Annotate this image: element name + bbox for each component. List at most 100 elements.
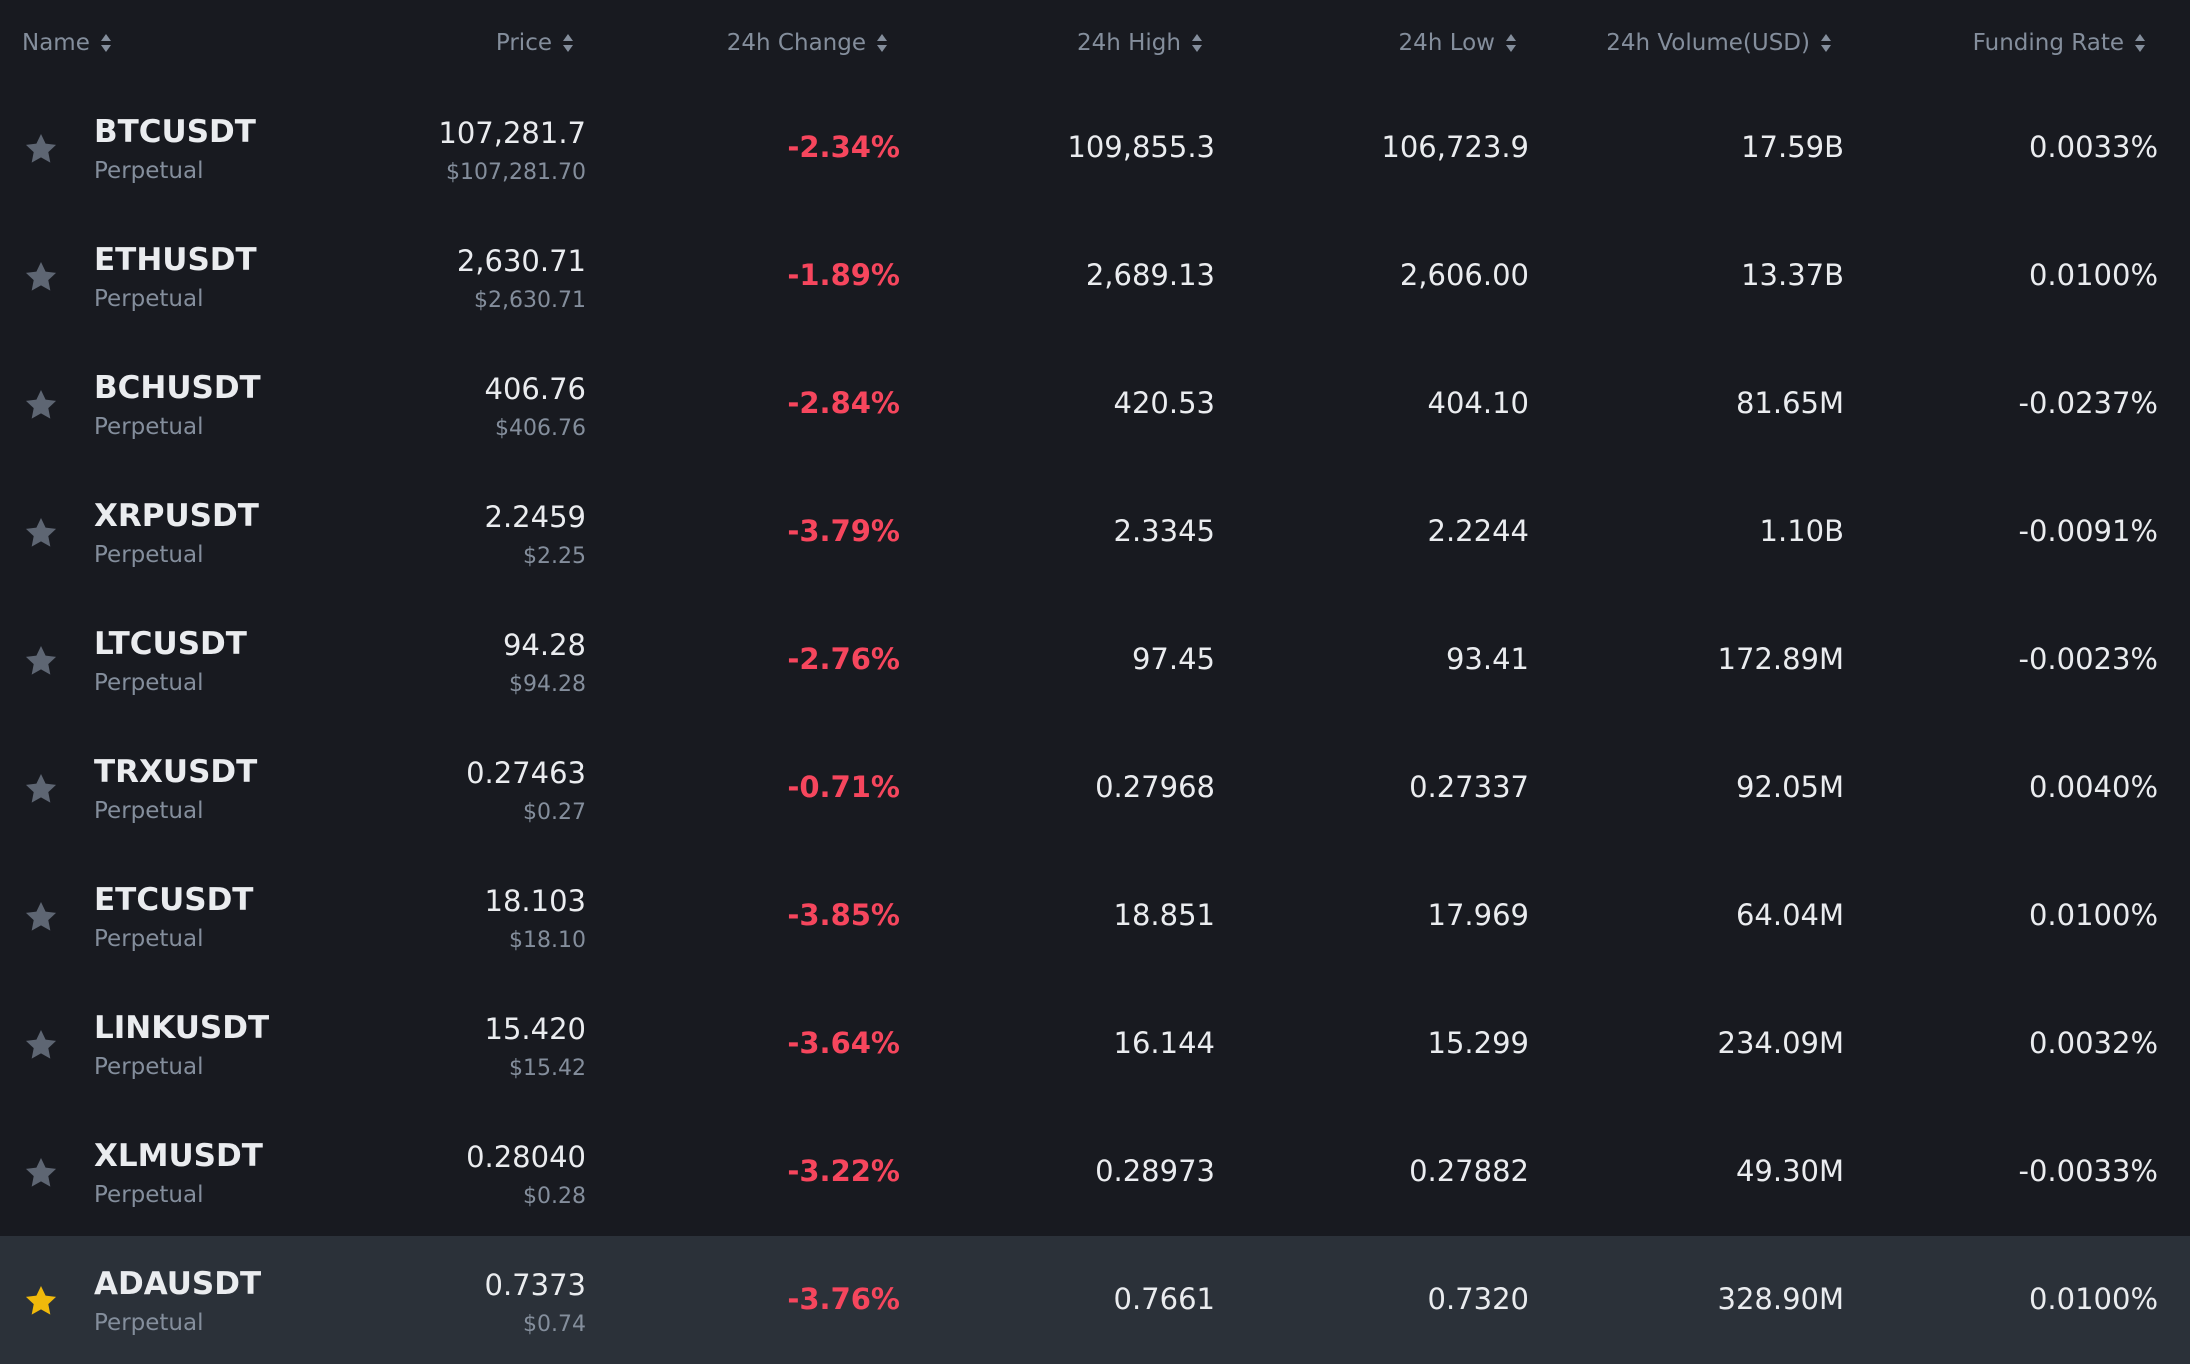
contract-type: Perpetual	[94, 542, 204, 568]
symbol[interactable]: LTCUSDT	[94, 626, 247, 662]
star-icon[interactable]	[22, 1282, 60, 1320]
low-24h: 2,606.00	[1399, 258, 1529, 292]
star-icon[interactable]	[22, 1026, 60, 1064]
table-row[interactable]: BTCUSDT Perpetual 107,281.7 $107,281.70 …	[0, 84, 2190, 212]
change-24h: -3.85%	[787, 898, 900, 932]
usd-price: $18.10	[509, 928, 586, 953]
usd-price: $0.74	[523, 1312, 586, 1337]
table-row[interactable]: XLMUSDT Perpetual 0.28040 $0.28 -3.22% 0…	[0, 1108, 2190, 1236]
volume-24h: 328.90M	[1717, 1282, 1845, 1316]
header-change-label: 24h Change	[726, 30, 866, 56]
sort-icon[interactable]	[876, 33, 888, 53]
funding-rate: -0.0033%	[2018, 1154, 2159, 1188]
change-24h: -2.84%	[787, 386, 900, 420]
sort-icon[interactable]	[1191, 33, 1203, 53]
high-24h: 16.144	[1113, 1026, 1215, 1060]
contract-type: Perpetual	[94, 414, 204, 440]
funding-rate: -0.0091%	[2018, 514, 2159, 548]
usd-price: $2,630.71	[474, 288, 586, 313]
symbol[interactable]: XRPUSDT	[94, 498, 259, 534]
symbol[interactable]: LINKUSDT	[94, 1010, 270, 1046]
table-row[interactable]: ETHUSDT Perpetual 2,630.71 $2,630.71 -1.…	[0, 212, 2190, 340]
header-low[interactable]: 24h Low	[1399, 26, 1517, 60]
table-row[interactable]: ADAUSDT Perpetual 0.7373 $0.74 -3.76% 0.…	[0, 1236, 2190, 1364]
last-price: 107,281.7	[438, 116, 586, 150]
last-price: 18.103	[484, 884, 586, 918]
table-row[interactable]: LTCUSDT Perpetual 94.28 $94.28 -2.76% 97…	[0, 596, 2190, 724]
header-volume[interactable]: 24h Volume(USD)	[1606, 26, 1832, 60]
star-icon[interactable]	[22, 130, 60, 168]
header-price-label: Price	[495, 30, 552, 56]
header-change[interactable]: 24h Change	[727, 26, 888, 60]
star-icon[interactable]	[22, 258, 60, 296]
symbol[interactable]: XLMUSDT	[94, 1138, 263, 1174]
last-price: 94.28	[502, 628, 586, 662]
header-funding[interactable]: Funding Rate	[1973, 26, 2146, 60]
usd-price: $2.25	[523, 544, 586, 569]
table-row[interactable]: BCHUSDT Perpetual 406.76 $406.76 -2.84% …	[0, 340, 2190, 468]
low-24h: 0.27337	[1409, 770, 1529, 804]
star-icon[interactable]	[22, 642, 60, 680]
volume-24h: 81.65M	[1735, 386, 1844, 420]
star-icon[interactable]	[22, 1154, 60, 1192]
table-row[interactable]: ETCUSDT Perpetual 18.103 $18.10 -3.85% 1…	[0, 852, 2190, 980]
last-price: 0.7373	[484, 1268, 586, 1302]
last-price: 15.420	[484, 1012, 586, 1046]
table-row[interactable]: XRPUSDT Perpetual 2.2459 $2.25 -3.79% 2.…	[0, 468, 2190, 596]
change-24h: -0.71%	[787, 770, 900, 804]
high-24h: 18.851	[1113, 898, 1215, 932]
star-icon[interactable]	[22, 514, 60, 552]
symbol[interactable]: ETHUSDT	[94, 242, 257, 278]
sort-icon[interactable]	[2134, 33, 2146, 53]
header-high[interactable]: 24h High	[1077, 26, 1203, 60]
usd-price: $0.27	[523, 800, 586, 825]
header-funding-label: Funding Rate	[1972, 30, 2124, 56]
funding-rate: -0.0023%	[2018, 642, 2159, 676]
high-24h: 0.28973	[1095, 1154, 1215, 1188]
funding-rate: 0.0033%	[2028, 130, 2158, 164]
star-icon[interactable]	[22, 898, 60, 936]
header-name-label: Name	[22, 30, 90, 56]
header-price[interactable]: Price	[496, 26, 574, 60]
change-24h: -2.34%	[787, 130, 900, 164]
table-row[interactable]: LINKUSDT Perpetual 15.420 $15.42 -3.64% …	[0, 980, 2190, 1108]
last-price: 0.27463	[466, 756, 586, 790]
star-icon[interactable]	[22, 386, 60, 424]
volume-24h: 64.04M	[1735, 898, 1844, 932]
symbol[interactable]: TRXUSDT	[94, 754, 258, 790]
sort-icon[interactable]	[562, 33, 574, 53]
high-24h: 2.3345	[1113, 514, 1215, 548]
usd-price: $94.28	[509, 672, 586, 697]
sort-icon[interactable]	[1820, 33, 1832, 53]
low-24h: 0.7320	[1427, 1282, 1529, 1316]
volume-24h: 172.89M	[1717, 642, 1845, 676]
sort-icon[interactable]	[100, 33, 112, 53]
symbol[interactable]: BTCUSDT	[94, 114, 256, 150]
low-24h: 93.41	[1445, 642, 1529, 676]
high-24h: 420.53	[1113, 386, 1215, 420]
volume-24h: 49.30M	[1735, 1154, 1844, 1188]
contract-type: Perpetual	[94, 1182, 204, 1208]
header-low-label: 24h Low	[1398, 30, 1495, 56]
symbol[interactable]: BCHUSDT	[94, 370, 261, 406]
table-row[interactable]: TRXUSDT Perpetual 0.27463 $0.27 -0.71% 0…	[0, 724, 2190, 852]
funding-rate: 0.0040%	[2028, 770, 2158, 804]
low-24h: 0.27882	[1409, 1154, 1529, 1188]
high-24h: 109,855.3	[1067, 130, 1215, 164]
symbol[interactable]: ADAUSDT	[94, 1266, 262, 1302]
usd-price: $0.28	[523, 1184, 586, 1209]
sort-icon[interactable]	[1505, 33, 1517, 53]
volume-24h: 234.09M	[1717, 1026, 1845, 1060]
last-price: 2,630.71	[456, 244, 586, 278]
star-icon[interactable]	[22, 770, 60, 808]
change-24h: -3.79%	[787, 514, 900, 548]
header-name[interactable]: Name	[22, 26, 112, 60]
change-24h: -1.89%	[787, 258, 900, 292]
contract-type: Perpetual	[94, 158, 204, 184]
contract-type: Perpetual	[94, 1054, 204, 1080]
symbol[interactable]: ETCUSDT	[94, 882, 254, 918]
volume-24h: 17.59B	[1741, 130, 1844, 164]
volume-24h: 13.37B	[1741, 258, 1844, 292]
change-24h: -3.64%	[787, 1026, 900, 1060]
